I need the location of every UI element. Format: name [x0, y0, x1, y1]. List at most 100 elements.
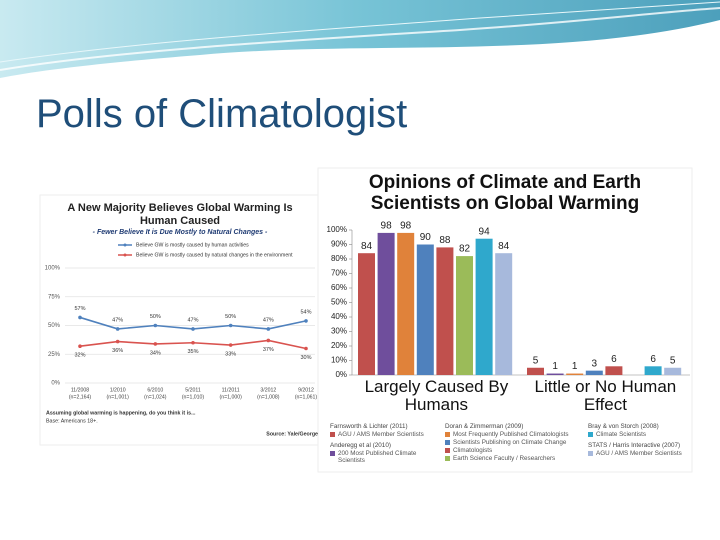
y-tick-label: 100% — [327, 225, 347, 234]
point — [78, 315, 82, 320]
y-tick-label: 50% — [48, 323, 61, 329]
bar — [495, 253, 513, 375]
legend-label: Earth Science Faculty / Researchers — [453, 455, 556, 462]
y-tick-label: 10% — [331, 356, 347, 365]
x-tick-sublabel: (n=1,008) — [257, 394, 280, 400]
header-wave — [0, 0, 720, 78]
x-tick-label: 1/2010 — [110, 387, 126, 393]
legend-swatch — [588, 451, 593, 456]
point — [115, 339, 120, 344]
legend-item: Most Frequently Published Climatologists — [445, 431, 585, 438]
legend-marker — [123, 253, 127, 257]
point — [228, 343, 233, 347]
legend-group-title: Bray & von Storch (2008) — [588, 423, 659, 430]
data-label: 50% — [150, 314, 161, 320]
legend-swatch — [445, 440, 450, 445]
bar — [644, 366, 662, 375]
legend-swatch — [330, 451, 335, 456]
data-label: 47% — [112, 317, 123, 323]
header-wave-line — [0, 1, 720, 63]
legend-item: AGU / AMS Member Scientists — [588, 450, 693, 457]
point — [228, 323, 233, 328]
data-label: 84 — [361, 241, 373, 252]
data-label: 30% — [300, 355, 311, 361]
data-label: 6 — [650, 354, 656, 365]
bar — [416, 244, 434, 375]
data-label: 5 — [670, 355, 676, 366]
point — [266, 338, 271, 343]
x-tick-label: 9/2012 — [298, 387, 314, 393]
y-tick-label: 90% — [331, 240, 347, 249]
chart-subtitle: - Fewer Believe It is Due Mostly to Natu… — [92, 229, 268, 236]
legend-swatch — [445, 448, 450, 453]
data-label: 34% — [150, 350, 161, 356]
data-label: 37% — [263, 347, 274, 353]
bar — [397, 232, 415, 375]
x-tick-sublabel: (n=2,164) — [69, 394, 92, 400]
bar — [664, 367, 682, 375]
x-tick-label: 6/2010 — [147, 387, 163, 393]
legend-group-title: Farnsworth & Lichter (2011) — [330, 423, 408, 430]
x-tick-label: 11/2008 — [71, 387, 89, 393]
point — [115, 327, 120, 331]
source: Source: Yale/George — [266, 431, 318, 437]
data-label: 57% — [74, 306, 85, 312]
data-label: 98 — [400, 221, 412, 232]
bar — [546, 373, 564, 375]
data-label: 94 — [479, 226, 491, 237]
data-label: 36% — [112, 348, 123, 354]
legend-label: Climatologists — [453, 447, 493, 454]
point — [153, 323, 158, 328]
data-label: 98 — [381, 221, 393, 232]
legend-column: Bray & von Storch (2008) Climate Scientis… — [588, 420, 693, 457]
data-label: 3 — [592, 358, 598, 369]
legend-label: Most Frequently Published Climatologists — [453, 431, 569, 438]
data-label: 33% — [225, 352, 236, 358]
footnote: Base: Americans 18+. — [46, 418, 98, 424]
y-tick-label: 25% — [48, 352, 61, 358]
y-tick-label: 60% — [331, 283, 347, 292]
x-category-label: Largely Caused By Humans — [364, 377, 509, 414]
data-label: 82 — [459, 244, 471, 255]
legend-label: Believe GW is mostly caused by human act… — [136, 242, 249, 248]
point — [304, 319, 308, 323]
bar — [475, 238, 493, 375]
bar — [605, 366, 623, 375]
legend-group-title: Doran & Zimmerman (2009) — [445, 423, 524, 430]
legend-item: AGU / AMS Member Scientists — [330, 431, 435, 438]
y-tick-label: 80% — [331, 254, 347, 263]
x-tick-sublabel: (n=1,061) — [295, 394, 318, 400]
data-label: 88 — [439, 235, 451, 246]
data-label: 54% — [300, 309, 311, 315]
legend-column: Farnsworth & Lichter (2011) AGU / AMS Mem… — [330, 420, 435, 464]
legend-label: AGU / AMS Member Scientists — [596, 450, 682, 457]
bar — [377, 232, 395, 375]
y-tick-label: 0% — [51, 381, 60, 387]
x-tick-sublabel: (n=1,024) — [144, 394, 167, 400]
y-tick-label: 70% — [331, 269, 347, 278]
bar — [566, 373, 584, 375]
point — [153, 342, 158, 346]
y-tick-label: 30% — [331, 327, 347, 336]
legend-item: 200 Most Published Climate Scientists — [330, 450, 435, 464]
legend-item: Scientists Publishing on Climate Change — [445, 439, 585, 446]
data-label: 47% — [187, 317, 198, 323]
y-tick-label: 40% — [331, 312, 347, 321]
bar — [527, 367, 544, 375]
x-category-label: Little or No Human Effect — [534, 377, 677, 414]
legend-group-title: STATS / Harris Interactive (2007) — [588, 442, 681, 449]
y-tick-label: 100% — [45, 266, 61, 272]
legend-swatch — [330, 432, 335, 437]
legend-group-title: Anderegg et al (2010) — [330, 442, 391, 449]
x-tick-sublabel: (n=1,010) — [182, 394, 205, 400]
y-tick-label: 0% — [335, 370, 347, 379]
data-label: 1 — [572, 361, 578, 372]
legend-swatch — [588, 432, 593, 437]
point — [191, 340, 195, 345]
legend-column: Doran & Zimmerman (2009) Most Frequently … — [445, 420, 585, 462]
legend-label: Scientists Publishing on Climate Change — [453, 439, 567, 446]
data-label: 84 — [498, 241, 510, 252]
x-tick-label: 3/2012 — [260, 387, 276, 393]
footnote: Assuming global warming is happening, do… — [46, 410, 196, 416]
